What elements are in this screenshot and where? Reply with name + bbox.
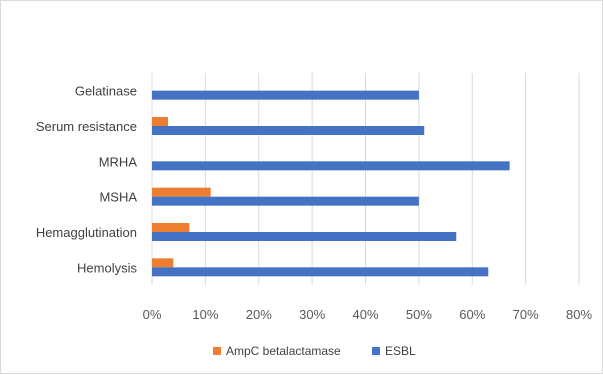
bar-ampc-betalactamase [152,258,174,268]
bar-esbl [152,267,489,277]
legend: AmpC betalactamase ESBL [213,344,416,358]
category-label: Gelatinase [75,84,137,99]
x-tick-label: 40% [352,307,378,322]
category-labels: Gelatinase Serum resistance MRHA MSHA Hemagg… [36,84,138,276]
x-tick-label: 0% [143,307,162,322]
x-tick-label: 50% [406,307,432,322]
x-tick-label: 10% [192,307,218,322]
legend-label: AmpC betalactamase [226,344,341,358]
x-tick-label: 80% [566,307,592,322]
bar-esbl [152,161,510,171]
x-tick-label: 30% [299,307,325,322]
x-tick-label: 70% [513,307,539,322]
bar-esbl [152,232,457,241]
bar-esbl [152,126,425,135]
x-axis-tick-labels: 0% 10% 20% 30% 40% 50% 60% 70% 80% [143,307,593,322]
category-label: MRHA [99,154,138,169]
bar-esbl [152,196,419,206]
bar-ampc-betalactamase [152,187,211,197]
category-label: Hemagglutination [36,225,137,240]
bars [152,90,510,277]
legend-item: AmpC betalactamase [213,344,341,358]
bar-ampc-betalactamase [152,223,190,232]
legend-swatch [372,347,380,355]
x-tick-label: 20% [246,307,272,322]
bar-esbl [152,90,419,100]
legend-swatch [213,347,221,355]
x-tick-label: 60% [459,307,485,322]
category-label: Hemolysis [77,260,137,275]
category-label: Serum resistance [36,119,137,134]
legend-item: ESBL [372,344,416,358]
category-label: MSHA [99,190,137,205]
gridlines [151,73,580,285]
legend-label: ESBL [385,344,416,358]
bar-ampc-betalactamase [152,117,169,126]
